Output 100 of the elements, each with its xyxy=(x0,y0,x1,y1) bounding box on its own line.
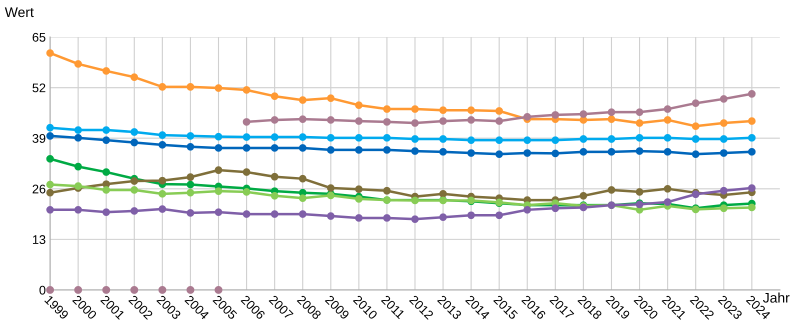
point xyxy=(383,186,391,195)
point xyxy=(383,118,391,126)
point xyxy=(214,187,222,195)
point xyxy=(495,150,504,158)
point xyxy=(214,84,222,92)
point xyxy=(580,148,588,156)
point xyxy=(411,105,419,113)
point xyxy=(102,126,110,134)
point xyxy=(664,105,672,113)
point xyxy=(46,155,54,163)
point xyxy=(467,136,475,144)
point xyxy=(580,135,588,143)
point xyxy=(355,185,363,194)
point xyxy=(355,146,363,154)
point xyxy=(692,122,700,130)
point xyxy=(326,146,335,154)
point xyxy=(298,96,307,104)
point xyxy=(326,94,335,102)
point xyxy=(102,168,110,176)
point xyxy=(383,214,391,222)
point xyxy=(383,134,391,142)
point xyxy=(130,286,138,294)
point xyxy=(439,148,447,156)
point xyxy=(102,208,110,216)
y-tick-label: 65 xyxy=(32,32,46,42)
point xyxy=(242,188,250,196)
point xyxy=(298,210,307,218)
point xyxy=(355,214,363,222)
point xyxy=(214,144,222,152)
point xyxy=(186,188,194,197)
point xyxy=(411,119,419,127)
point xyxy=(748,204,756,212)
y-tick-label: 0 xyxy=(39,286,46,295)
point xyxy=(523,206,532,214)
point xyxy=(355,134,363,142)
point xyxy=(46,206,54,214)
point xyxy=(158,176,166,184)
point xyxy=(608,186,616,194)
y-axis-title: Wert xyxy=(4,7,34,18)
point xyxy=(298,115,307,123)
point xyxy=(552,111,560,119)
point xyxy=(467,149,475,157)
point xyxy=(130,186,138,194)
point xyxy=(439,117,447,125)
point xyxy=(692,150,700,158)
point xyxy=(214,286,222,294)
point xyxy=(46,188,54,197)
point xyxy=(720,119,728,127)
point xyxy=(158,286,166,294)
point xyxy=(467,106,475,114)
point xyxy=(186,286,194,294)
point xyxy=(298,174,307,183)
point xyxy=(186,209,194,217)
point xyxy=(326,184,335,192)
point xyxy=(74,60,82,68)
point xyxy=(158,190,166,198)
point xyxy=(720,135,728,143)
point xyxy=(748,117,756,125)
point xyxy=(495,107,504,115)
point xyxy=(326,134,335,142)
point xyxy=(130,138,138,146)
point xyxy=(552,136,560,144)
point xyxy=(326,116,335,124)
point xyxy=(270,192,278,200)
point xyxy=(748,148,756,156)
point xyxy=(270,172,278,181)
point xyxy=(439,190,447,198)
point xyxy=(298,144,307,152)
point xyxy=(242,210,250,218)
point xyxy=(523,136,532,144)
point xyxy=(214,166,222,174)
point xyxy=(495,117,504,125)
point xyxy=(636,134,644,142)
point xyxy=(242,133,250,141)
point xyxy=(214,208,222,216)
point xyxy=(439,213,447,222)
point xyxy=(242,118,250,126)
point xyxy=(720,95,728,103)
point xyxy=(636,108,644,116)
point xyxy=(748,184,756,192)
point xyxy=(130,128,138,136)
point xyxy=(411,135,419,143)
point xyxy=(664,184,672,193)
point xyxy=(552,150,560,158)
point xyxy=(720,186,728,195)
point xyxy=(46,286,54,294)
point xyxy=(355,117,363,125)
point xyxy=(74,286,82,294)
y-tick-label: 13 xyxy=(32,235,46,244)
point xyxy=(186,132,194,140)
point xyxy=(580,110,588,118)
point xyxy=(552,204,560,212)
point xyxy=(748,90,756,98)
point xyxy=(664,116,672,124)
point xyxy=(439,135,447,143)
point xyxy=(664,148,672,156)
point xyxy=(495,136,504,144)
point xyxy=(636,188,644,196)
point xyxy=(74,206,82,214)
point xyxy=(270,116,278,124)
